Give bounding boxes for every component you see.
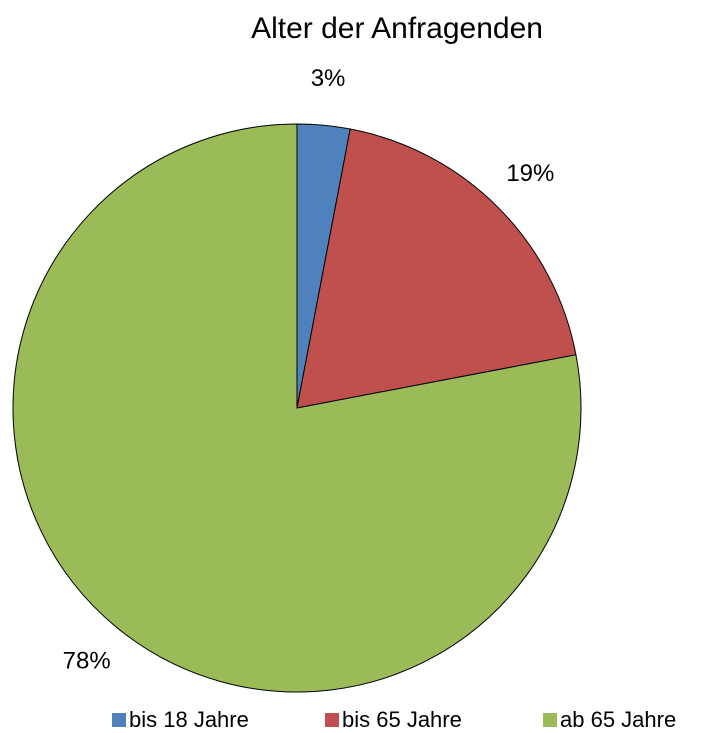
data-label: 3% bbox=[311, 65, 346, 92]
pie-slice bbox=[12, 123, 582, 693]
chart-title: Alter der Anfragenden bbox=[251, 12, 543, 45]
legend-swatch bbox=[325, 713, 339, 727]
legend-swatch bbox=[112, 713, 126, 727]
pie-slice bbox=[296, 128, 577, 409]
legend-label: bis 18 Jahre bbox=[129, 707, 249, 732]
data-label: 78% bbox=[63, 648, 111, 675]
legend-label: ab 65 Jahre bbox=[560, 707, 676, 732]
legend-swatch bbox=[543, 713, 557, 727]
legend-label: bis 65 Jahre bbox=[342, 707, 462, 732]
data-label: 19% bbox=[506, 160, 554, 187]
